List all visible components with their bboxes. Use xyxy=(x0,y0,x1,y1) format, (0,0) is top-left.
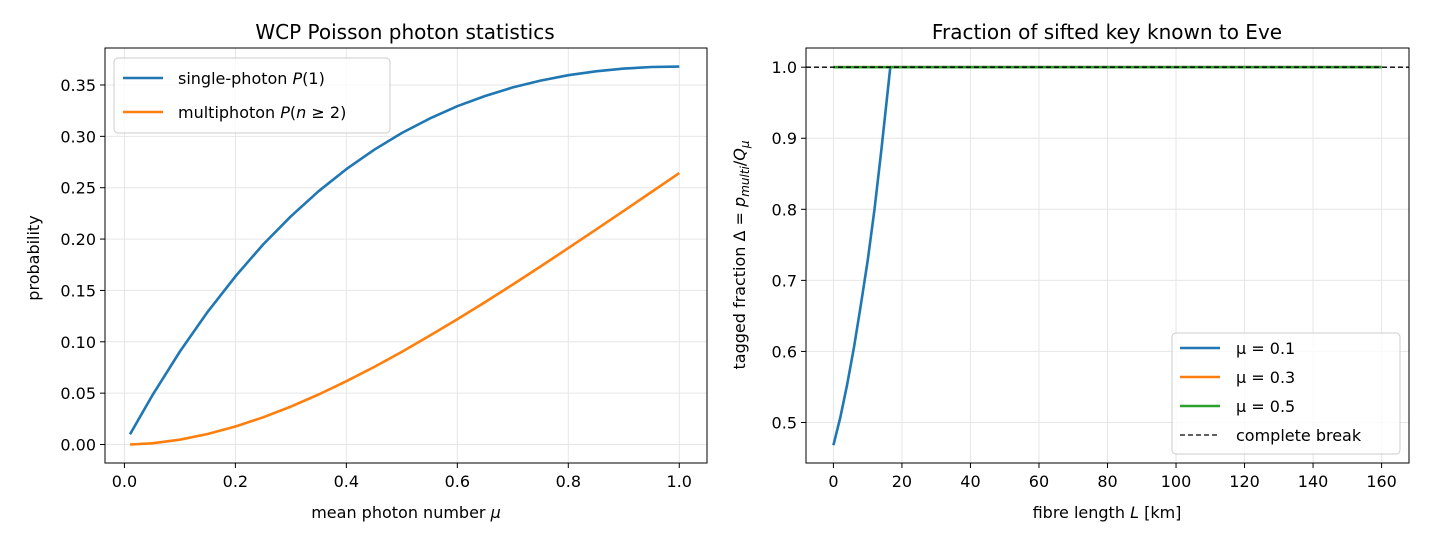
x-tick-label: 1.0 xyxy=(667,472,692,491)
x-tick-label: 100 xyxy=(1161,472,1192,491)
y-tick-label: 0.5 xyxy=(772,413,797,432)
series-line-left-1 xyxy=(129,172,681,446)
chart-right: Fraction of sifted key known to Eve 0 20 4… xyxy=(730,20,1410,522)
legend-label-complete-break: complete break xyxy=(1236,426,1362,445)
chart-left-ylabel: probability xyxy=(24,215,43,300)
x-tick-label: 120 xyxy=(1229,472,1260,491)
chart-right-title: Fraction of sifted key known to Eve xyxy=(932,20,1282,44)
legend-box xyxy=(113,57,391,134)
chart-left-grid xyxy=(105,48,707,463)
y-tick-label: 0.9 xyxy=(772,129,797,148)
y-tick-label: 0.6 xyxy=(772,342,797,361)
y-tick-label: 1.0 xyxy=(772,58,797,77)
legend-box xyxy=(1171,332,1401,455)
legend-label-mu-0-3: μ = 0.3 xyxy=(1236,368,1295,387)
legend-label-mu-0-5: μ = 0.5 xyxy=(1236,397,1295,416)
x-tick-label: 0.2 xyxy=(223,472,248,491)
chart-left-title: WCP Poisson photon statistics xyxy=(255,20,554,44)
x-tick-label: 0.0 xyxy=(112,472,137,491)
y-tick-label: 0.7 xyxy=(772,271,797,290)
y-tick-label: 0.05 xyxy=(60,384,96,403)
chart-right-legend: μ = 0.1 μ = 0.3 μ = 0.5 complete break xyxy=(1171,332,1401,455)
y-tick-label: 0.00 xyxy=(60,436,96,455)
chart-right-ylabel: tagged fraction Δ = pmulti/Qμ xyxy=(730,140,752,369)
chart-left-legend: single-photon P(1) multiphoton P(n ≥ 2) xyxy=(113,57,391,134)
x-tick-label: 0 xyxy=(828,472,838,491)
chart-left-frame xyxy=(104,47,708,464)
y-tick-label: 0.10 xyxy=(60,333,96,352)
x-tick-label: 160 xyxy=(1366,472,1397,491)
chart-left-xlabel: mean photon number μ xyxy=(311,503,501,522)
y-tick-label: 0.20 xyxy=(60,230,96,249)
y-tick-label: 0.35 xyxy=(60,76,96,95)
chart-left-ticks: 0.0 0.2 0.4 0.6 0.8 1.0 0.00 0.05 0.10 0.15 0.20 0.… xyxy=(60,76,692,491)
legend-label-multiphoton: multiphoton P(n ≥ 2) xyxy=(178,103,346,122)
legend-label-mu-0-1: μ = 0.1 xyxy=(1236,339,1295,358)
series-line-left-0 xyxy=(128,65,680,435)
y-tick-label: 0.8 xyxy=(772,200,797,219)
chart-right-xlabel: fibre length L [km] xyxy=(1033,503,1182,522)
chart-right-ticks: 0 20 40 60 80 100 120 140 160 0.5 0.6 0.7 0.8 0.9 1.0 xyxy=(772,58,1397,491)
y-tick-label: 0.30 xyxy=(60,127,96,146)
x-tick-label: 140 xyxy=(1298,472,1329,491)
chart-left-series xyxy=(128,65,681,446)
x-tick-label: 60 xyxy=(1029,472,1049,491)
x-tick-label: 0.6 xyxy=(445,472,470,491)
chart-right-series xyxy=(806,65,1409,446)
x-tick-label: 20 xyxy=(892,472,912,491)
y-tick-label: 0.25 xyxy=(60,179,96,198)
chart-left: WCP Poisson photon statistics 0.0 0.2 0.4 0… xyxy=(24,20,708,522)
x-tick-label: 80 xyxy=(1097,472,1117,491)
x-tick-label: 0.8 xyxy=(556,472,581,491)
x-tick-label: 0.4 xyxy=(334,472,359,491)
y-tick-label: 0.15 xyxy=(60,281,96,300)
legend-label-single-photon: single-photon P(1) xyxy=(178,69,325,88)
x-tick-label: 40 xyxy=(960,472,980,491)
